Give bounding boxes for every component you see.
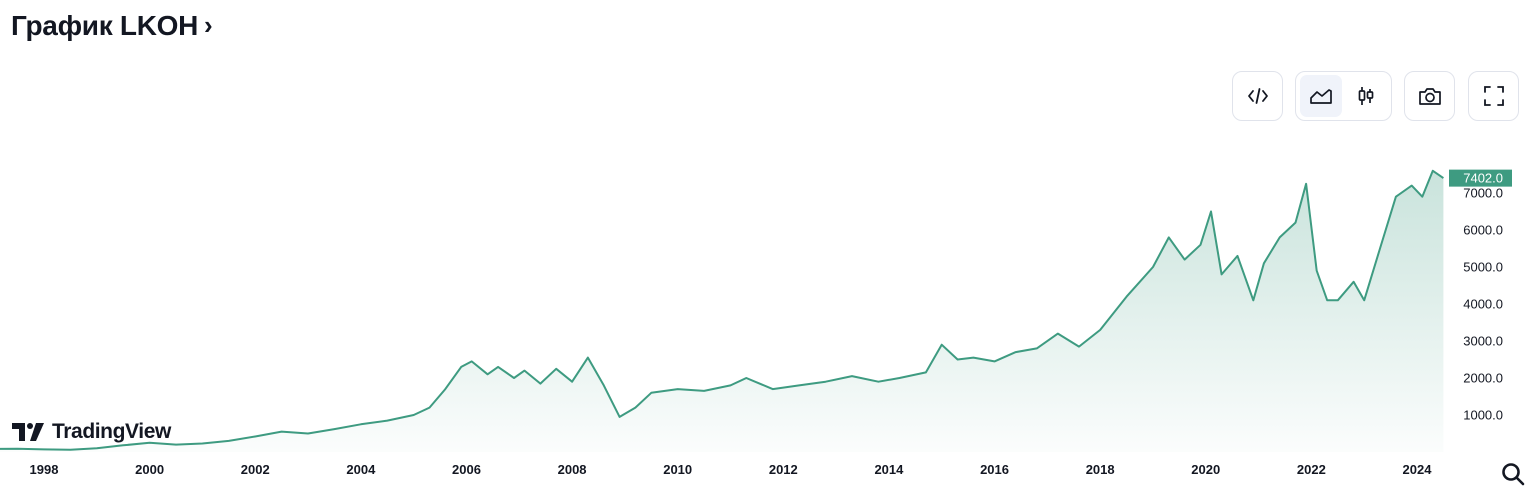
x-tick-label: 2022 [1297,462,1326,477]
x-tick-label: 2016 [980,462,1009,477]
area-style-button[interactable] [1300,75,1342,117]
tradingview-logo-icon [12,423,44,441]
chart-style-group [1295,71,1392,121]
x-tick-label: 1998 [30,462,59,477]
x-tick-label: 2010 [663,462,692,477]
last-value-label: 7402.0 [1463,171,1503,186]
y-tick-label: 1000.0 [1463,408,1503,423]
y-tick-label: 2000.0 [1463,371,1503,386]
page-title[interactable]: График LKOH › [11,9,213,42]
y-tick-label: 3000.0 [1463,334,1503,349]
chevron-right-icon: › [204,9,213,40]
price-series-line [0,169,1444,451]
x-tick-label: 2012 [769,462,798,477]
x-tick-label: 2020 [1191,462,1220,477]
x-tick-label: 2014 [874,462,904,477]
x-tick-label: 2008 [558,462,587,477]
fullscreen-button[interactable] [1468,71,1519,121]
snapshot-button[interactable] [1404,71,1455,121]
area-chart-icon [1309,89,1332,104]
candlestick-icon [1358,87,1374,105]
page-title-text: График LKOH [11,10,199,41]
price-area-fill [0,170,1444,452]
embed-button[interactable] [1232,71,1283,121]
x-tick-label: 2024 [1403,462,1433,477]
y-tick-label: 7000.0 [1463,186,1503,201]
last-value-badge [1449,169,1512,187]
x-tick-label: 2004 [346,462,376,477]
x-tick-label: 2000 [135,462,164,477]
y-tick-label: 6000.0 [1463,223,1503,238]
tradingview-logo-text: TradingView [52,420,171,443]
x-tick-label: 2006 [452,462,481,477]
x-tick-label: 2018 [1086,462,1115,477]
fullscreen-icon [1483,86,1504,106]
tradingview-logo[interactable]: TradingView [12,420,171,444]
y-tick-label: 4000.0 [1463,297,1503,312]
code-icon [1247,88,1268,104]
y-tick-label: 5000.0 [1463,260,1503,275]
x-tick-label: 2002 [241,462,270,477]
camera-icon [1418,88,1441,105]
search-icon[interactable] [1500,461,1526,487]
candles-style-button[interactable] [1346,75,1388,117]
